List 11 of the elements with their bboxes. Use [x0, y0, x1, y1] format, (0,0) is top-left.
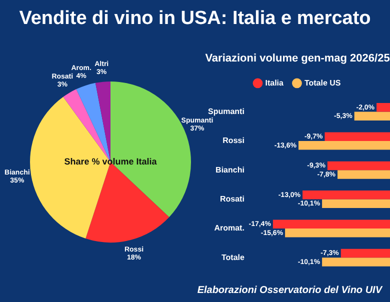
text: Vendite di vino in USA: Italia e mercato: [18, 8, 372, 30]
y-tick-label: Totale: [221, 252, 245, 262]
chart-title: Variazioni volume gen-mag 2026/25: [205, 52, 390, 65]
legend-label: Italia: [265, 78, 284, 88]
y-tick-label: Aromat.: [214, 224, 244, 233]
y-tick-label: Rosati: [220, 194, 244, 204]
y-tick-label: Spumanti: [208, 106, 244, 116]
legend-label: Totale US: [304, 78, 342, 88]
text: Elaborazioni Osservatorio del Vino UIV: [197, 285, 382, 296]
y-tick-label: Bianchi: [216, 165, 244, 174]
y-tick-label: Rossi: [222, 136, 244, 146]
